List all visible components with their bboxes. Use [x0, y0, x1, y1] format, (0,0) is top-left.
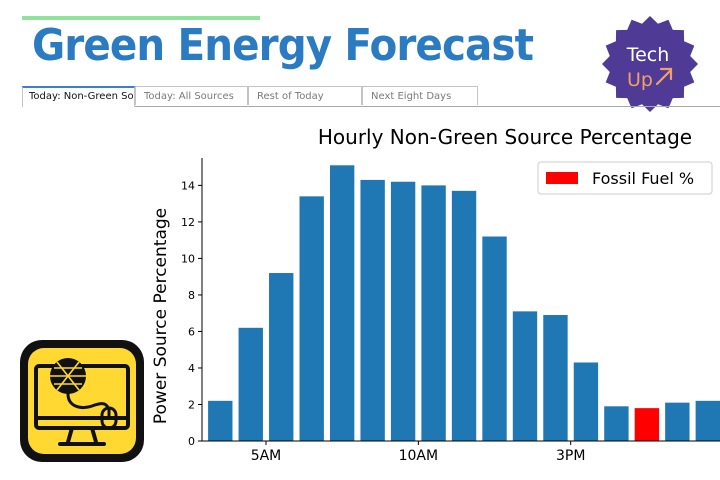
- y-tick-label: 12: [181, 216, 195, 229]
- bar: [421, 185, 446, 441]
- tab-next-eight-days[interactable]: Next Eight Days: [362, 86, 478, 105]
- bar: [360, 179, 385, 441]
- bar: [238, 327, 263, 441]
- tab-rest-of-today[interactable]: Rest of Today: [248, 86, 362, 105]
- chart-title: Hourly Non-Green Source Percentage: [318, 125, 692, 149]
- bar-highlighted: [634, 408, 660, 441]
- bar: [573, 362, 599, 441]
- bar: [390, 181, 416, 442]
- badge-line2: Up: [627, 69, 653, 91]
- bars-group: [208, 165, 720, 442]
- bar: [604, 406, 629, 441]
- non-green-bar-chart: Hourly Non-Green Source Percentage Power…: [151, 125, 720, 464]
- bar: [269, 273, 294, 441]
- app-title: Green Energy Forecast: [32, 20, 534, 71]
- logo-background: [28, 348, 136, 454]
- network-sphere-icon: [50, 358, 86, 394]
- x-tick-label: 5AM: [251, 448, 282, 464]
- y-tick-label: 4: [188, 362, 195, 375]
- bar: [543, 315, 568, 441]
- axes-group: 0 2 4 6 8 10 12 14 5AM 10AM 3PM: [181, 158, 720, 464]
- legend-label: Fossil Fuel %: [592, 169, 694, 188]
- mouse-cable-icon: [66, 392, 118, 430]
- y-tick-label: 10: [181, 252, 195, 265]
- y-tick-label: 8: [188, 289, 195, 302]
- bar: [512, 311, 538, 441]
- arrow-up-right-icon: [655, 67, 673, 86]
- tab-today-non-green[interactable]: Today: Non-Green Sources: [22, 86, 135, 107]
- legend-swatch: [546, 172, 578, 184]
- bar: [329, 165, 355, 441]
- badge-seal-shape: [602, 16, 698, 112]
- techup-badge[interactable]: Tech Up: [600, 14, 700, 114]
- x-tick-label: 3PM: [556, 448, 585, 464]
- bar: [482, 236, 507, 441]
- monitor-network-logo: [20, 340, 144, 462]
- y-tick-label: 6: [188, 325, 195, 338]
- y-tick-label: 14: [181, 179, 195, 192]
- y-axis-label: Power Source Percentage: [151, 208, 171, 424]
- y-tick-label: 0: [188, 435, 195, 448]
- badge-line1: Tech: [626, 44, 670, 66]
- bar: [665, 402, 690, 441]
- x-tick-label: 10AM: [399, 448, 438, 464]
- bar: [299, 196, 324, 441]
- y-tick-label: 2: [188, 398, 195, 411]
- legend: Fossil Fuel %: [537, 161, 713, 195]
- bar: [695, 400, 720, 441]
- title-accent-bar: [22, 16, 260, 20]
- tab-bar: Today: Non-Green Sources Today: All Sour…: [22, 86, 720, 107]
- bar: [208, 400, 233, 441]
- legend-box: [537, 161, 713, 195]
- bar: [451, 190, 477, 441]
- tab-today-all-sources[interactable]: Today: All Sources: [135, 86, 248, 105]
